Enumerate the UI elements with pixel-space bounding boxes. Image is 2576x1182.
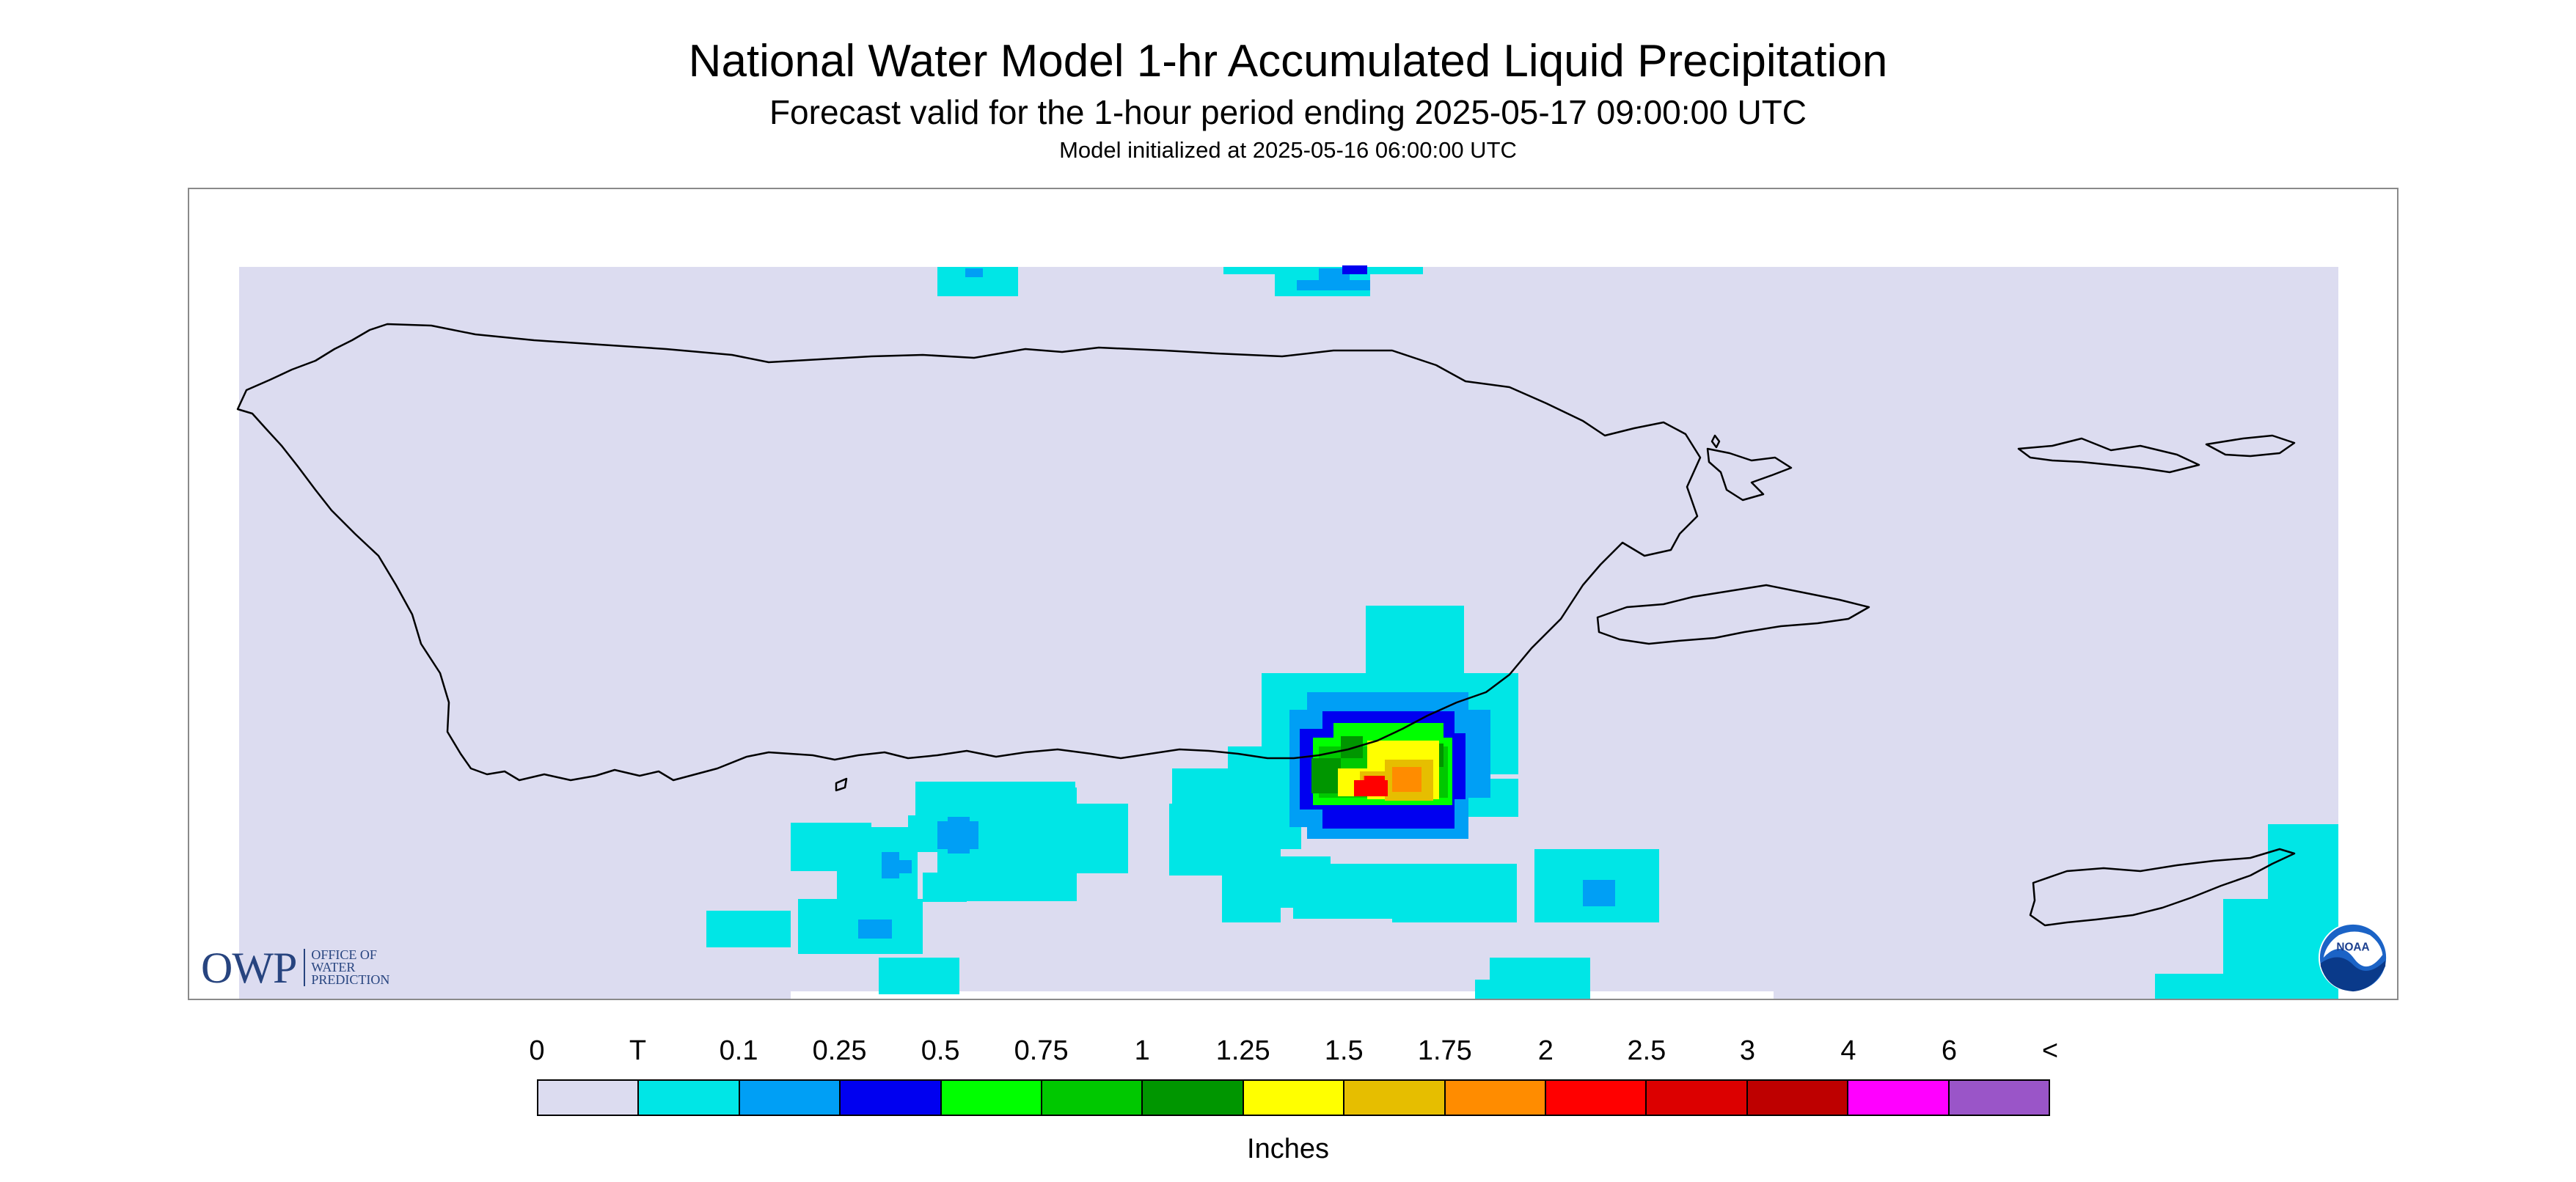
puerto-rico-coastline: [236, 323, 1702, 782]
legend-swatch: [1344, 1081, 1446, 1115]
st-croix-coastline: [2029, 848, 2296, 927]
legend-tick-label: 1.75: [1417, 1035, 1472, 1066]
model-init-line: Model initialized at 2025-05-16 06:00:00…: [1059, 137, 1517, 163]
culebra-coastline: [1706, 447, 1793, 502]
legend-tick-label: 0.25: [812, 1035, 867, 1066]
map-background-gap: [791, 991, 1774, 999]
vieques-coastline: [1596, 584, 1870, 645]
legend-tick-label: 0.5: [921, 1035, 960, 1066]
small-island-coastline: [835, 777, 848, 792]
legend-tick-label: T: [629, 1035, 647, 1066]
legend-swatch: [1949, 1081, 2049, 1115]
legend-color-bar: [537, 1079, 2050, 1116]
legend-tick-label: 1: [1134, 1035, 1150, 1066]
legend-swatch: [1546, 1081, 1647, 1115]
legend-swatch: [1243, 1081, 1345, 1115]
legend-swatch: [1848, 1081, 1950, 1115]
legend-swatch: [1445, 1081, 1547, 1115]
map-title: National Water Model 1-hr Accumulated Li…: [688, 36, 1888, 87]
legend-tick-label: 6: [1941, 1035, 1958, 1066]
legend-swatch: [639, 1081, 740, 1115]
legend-swatch: [1143, 1081, 1244, 1115]
precip-map: [236, 265, 2338, 999]
legend-swatch: [1747, 1081, 1849, 1115]
owp-logo-line-1: OFFICE OF: [311, 947, 377, 962]
legend-swatch: [739, 1081, 841, 1115]
noaa-logo-text: NOAA: [2336, 941, 2369, 953]
legend-tick-label: 0: [529, 1035, 545, 1066]
legend-swatch: [1042, 1081, 1144, 1115]
legend-swatch: [1647, 1081, 1748, 1115]
virgin-islands-coastline: [2017, 434, 2296, 474]
legend-swatch: [841, 1081, 942, 1115]
small-island-coastline-2: [1710, 434, 1721, 449]
owp-logo-line-2: WATER: [311, 960, 356, 974]
legend-tick-label: 0.75: [1014, 1035, 1069, 1066]
noaa-logo-icon: NOAA: [2318, 922, 2388, 993]
map-frame: OWP OFFICE OF WATER PREDICTION NOAA: [188, 188, 2398, 1000]
legend-tick-label: <: [2041, 1035, 2059, 1066]
coastlines: [236, 323, 2296, 927]
legend-tick-label: 1.5: [1324, 1035, 1364, 1066]
legend-tick-label: 1.25: [1215, 1035, 1270, 1066]
map-subtitle: Forecast valid for the 1-hour period end…: [769, 93, 1807, 131]
legend-swatch: [538, 1081, 640, 1115]
owp-logo-line-3: PREDICTION: [311, 972, 390, 987]
legend-tick-label: 4: [1840, 1035, 1856, 1066]
legend-swatch: [941, 1081, 1043, 1115]
legend-tick-label: 3: [1739, 1035, 1755, 1066]
legend-tick-label: 2: [1537, 1035, 1554, 1066]
legend-tick-label: 0.1: [719, 1035, 758, 1066]
legend-tick-label: 2.5: [1627, 1035, 1666, 1066]
owp-logo: OWP OFFICE OF WATER PREDICTION: [201, 946, 389, 990]
legend-units-label: Inches: [1247, 1134, 1329, 1164]
owp-logo-mark: OWP: [201, 944, 297, 992]
precip-core-areas: [1338, 741, 1439, 801]
